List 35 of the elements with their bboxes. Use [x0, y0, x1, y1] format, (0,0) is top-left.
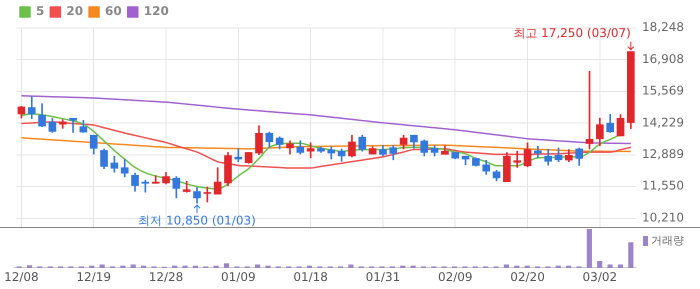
bar — [628, 242, 634, 268]
bar — [607, 264, 613, 268]
bar — [130, 264, 136, 268]
bar — [100, 264, 105, 268]
bar — [224, 263, 230, 268]
bar — [504, 264, 510, 268]
x-tick-label: 01/09 — [221, 270, 256, 284]
x-tick-label: 02/20 — [510, 270, 545, 284]
bar — [618, 264, 624, 268]
y-tick-label: 11,550 — [642, 178, 684, 193]
y-tick-label: 14,229 — [642, 115, 684, 130]
x-tick-label: 12/08 — [4, 270, 39, 284]
bar — [597, 260, 602, 268]
x-tick-label: 01/31 — [366, 270, 400, 284]
annotation: 최저 10,850 (01/03) — [138, 213, 256, 228]
bar — [255, 264, 260, 268]
x-tick-label: 12/19 — [76, 270, 112, 284]
y-tick-label: 18,248 — [642, 20, 684, 34]
y-tick-label: 10,210 — [642, 210, 684, 224]
line-series — [20, 95, 632, 144]
x-tick-label: 02/09 — [438, 270, 473, 284]
legend-label: 120 — [144, 4, 169, 18]
annotation: 최고 17,250 (03/07) — [513, 26, 631, 40]
legend-label: 60 — [105, 4, 122, 18]
bar — [586, 229, 592, 268]
legend-label: 5 — [36, 4, 44, 18]
y-tick-label: 15,569 — [642, 84, 684, 98]
x-tick-label: 12/28 — [148, 270, 184, 284]
legend-label: 거래량 — [651, 233, 684, 248]
y-tick-label: 12,889 — [642, 146, 684, 161]
legend-label: 20 — [66, 4, 84, 18]
bar — [348, 264, 354, 268]
y-tick-label: 16,908 — [642, 52, 684, 66]
x-tick-label: 03/02 — [582, 270, 618, 284]
x-tick-label: 01/18 — [293, 270, 328, 284]
